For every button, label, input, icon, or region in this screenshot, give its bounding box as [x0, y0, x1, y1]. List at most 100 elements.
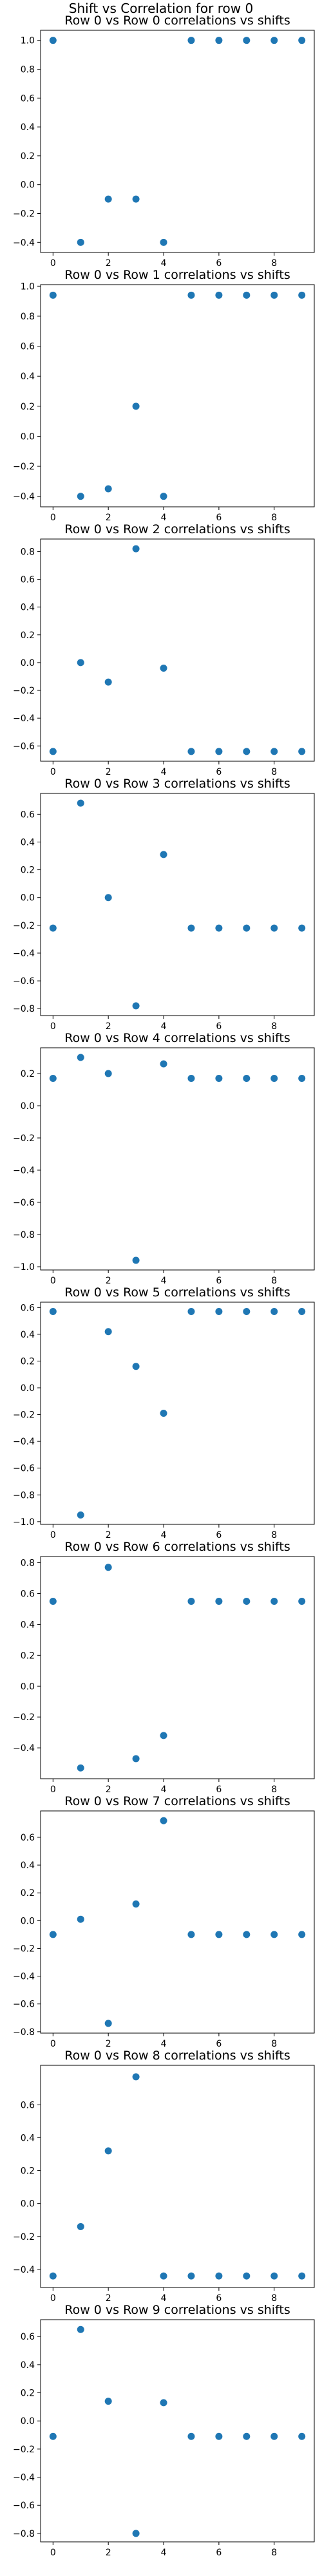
x-tick-label: 0	[50, 1021, 56, 1032]
subplot-7: Row 0 vs Row 7 correlations vs shifts 0 2 4…	[13, 1794, 315, 2049]
y-tick-label: 0.4	[21, 372, 35, 382]
y-tick-label: 0.2	[21, 1888, 35, 1899]
y-tick-label: 0.0	[21, 431, 35, 442]
y-tick-label: −0.6	[13, 2501, 35, 2511]
y-tick-label: 0.2	[21, 151, 35, 162]
data-point	[270, 2272, 278, 2280]
x-tick-label: 2	[106, 2293, 111, 2304]
data-point	[77, 1915, 84, 1923]
data-point	[77, 659, 84, 667]
data-point	[49, 748, 57, 755]
subplot-title: Row 0 vs Row 4 correlations vs shifts	[64, 1031, 290, 1045]
x-tick-label: 6	[216, 2039, 222, 2049]
data-point	[160, 1817, 167, 1824]
data-point	[187, 1931, 195, 1938]
y-tick-label: −0.6	[13, 1198, 35, 1208]
axes-frame	[40, 30, 315, 253]
y-tick-label: −0.4	[13, 1437, 35, 1447]
data-point	[270, 291, 278, 299]
y-tick-label: 0.0	[21, 658, 35, 668]
y-tick-label: 0.6	[21, 1303, 35, 1313]
data-point	[243, 2272, 251, 2280]
x-tick-label: 2	[106, 1785, 111, 1795]
data-point	[49, 924, 57, 932]
data-point	[187, 2272, 195, 2280]
data-point	[187, 1075, 195, 1082]
y-tick-label: −0.8	[13, 2529, 35, 2539]
y-tick-label: 0.2	[21, 402, 35, 412]
data-point	[243, 2432, 251, 2440]
y-tick-label: 0.4	[21, 1861, 35, 1871]
data-point	[160, 851, 167, 858]
data-point	[160, 2399, 167, 2407]
x-tick-label: 4	[161, 1021, 167, 1032]
data-point	[77, 1764, 84, 1772]
y-tick-label: 0.0	[21, 1681, 35, 1692]
x-tick-label: 8	[271, 2293, 277, 2304]
data-point	[215, 1597, 223, 1605]
y-tick-label: 0.2	[21, 630, 35, 641]
data-point	[243, 1308, 251, 1316]
data-point	[104, 195, 112, 203]
data-point	[215, 2272, 223, 2280]
y-tick-label: −0.6	[13, 741, 35, 752]
data-point	[243, 1597, 251, 1605]
axes-frame	[40, 2319, 315, 2543]
data-point	[298, 1308, 306, 1316]
data-point	[104, 2398, 112, 2405]
data-point	[160, 1410, 167, 1417]
x-tick-label: 6	[216, 2293, 222, 2304]
subplot-3: Row 0 vs Row 3 correlations vs shifts 0 2 4…	[13, 777, 315, 1032]
x-tick-label: 4	[161, 1530, 167, 1540]
data-point	[49, 1308, 57, 1316]
y-tick-label: −0.4	[13, 238, 35, 248]
data-point	[104, 2020, 112, 2027]
x-tick-label: 8	[271, 2039, 277, 2049]
subplot-title: Row 0 vs Row 3 correlations vs shifts	[64, 777, 290, 791]
x-tick-label: 2	[106, 1530, 111, 1540]
y-tick-label: −0.2	[13, 921, 35, 931]
y-tick-label: −0.2	[13, 2445, 35, 2455]
y-tick-label: −1.0	[13, 1517, 35, 1528]
data-point	[49, 1597, 57, 1605]
data-point	[104, 1328, 112, 1336]
data-point	[77, 238, 84, 246]
x-tick-label: 2	[106, 2548, 111, 2558]
data-point	[77, 1054, 84, 1061]
data-point	[298, 1075, 306, 1082]
axes-frame	[40, 1047, 315, 1271]
x-tick-label: 4	[161, 513, 167, 523]
data-point	[270, 1597, 278, 1605]
data-point	[77, 1511, 84, 1519]
y-tick-label: −1.0	[13, 1262, 35, 1273]
y-tick-label: 0.6	[21, 342, 35, 352]
subplot-1: Row 0 vs Row 1 correlations vs shifts 0 2 4…	[13, 268, 315, 523]
x-tick-label: 6	[216, 767, 222, 777]
data-point	[215, 2432, 223, 2440]
y-tick-label: −0.8	[13, 1004, 35, 1014]
x-tick-label: 6	[216, 2548, 222, 2558]
data-point	[132, 1755, 140, 1763]
subplot-9: Row 0 vs Row 9 correlations vs shifts 0 2 4…	[13, 2303, 315, 2558]
y-tick-label: 0.0	[21, 2416, 35, 2427]
data-point	[215, 748, 223, 755]
data-point	[298, 2272, 306, 2280]
data-point	[104, 1564, 112, 1571]
data-point	[104, 894, 112, 902]
y-tick-label: 0.6	[21, 1833, 35, 1843]
figure-suptitle: Shift vs Correlation for row 0	[69, 1, 253, 16]
x-tick-label: 6	[216, 258, 222, 269]
data-point	[49, 2272, 57, 2280]
x-tick-label: 8	[271, 2548, 277, 2558]
y-tick-label: 0.2	[21, 1356, 35, 1367]
data-point	[132, 1900, 140, 1908]
data-point	[160, 665, 167, 672]
x-tick-label: 8	[271, 767, 277, 777]
x-tick-label: 0	[50, 513, 56, 523]
x-tick-label: 0	[50, 258, 56, 269]
x-tick-label: 2	[106, 1021, 111, 1032]
data-point	[160, 493, 167, 500]
subplot-title: Row 0 vs Row 8 correlations vs shifts	[64, 2049, 290, 2063]
y-tick-label: −0.4	[13, 1972, 35, 1982]
